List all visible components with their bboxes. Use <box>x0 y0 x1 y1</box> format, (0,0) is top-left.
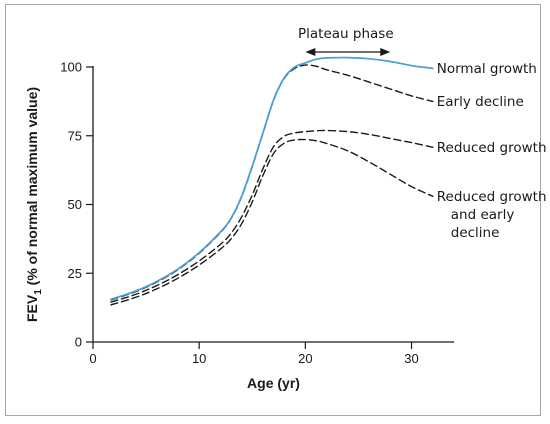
series-label-reduced-growth-and-early-decline: Reduced growth and early decline <box>437 189 547 241</box>
y-ticks: 0 25 50 75 100 <box>60 60 93 350</box>
series-lines <box>110 56 434 306</box>
y-tick-label: 0 <box>75 335 82 350</box>
chart-frame <box>5 4 541 416</box>
series-label-line: Reduced growth <box>437 189 547 205</box>
series-label-normal-growth: Normal growth <box>437 61 537 77</box>
series-line-reduced-growth <box>110 129 434 303</box>
y-tick-label: 100 <box>60 60 82 75</box>
series-line-reduced-growth-and-early-decline <box>110 138 434 306</box>
x-tick-label: 20 <box>298 351 312 366</box>
plateau-arrow-right-head <box>380 48 391 56</box>
series-line-early-decline <box>110 64 434 301</box>
x-tick-label: 0 <box>89 351 96 366</box>
y-tick-label: 50 <box>68 197 82 212</box>
series-label-line: and early <box>451 207 515 223</box>
y-axis-title: FEV1 (% of normal maximum value) <box>24 87 44 322</box>
series-labels: Normal growth Early decline Reduced growth… <box>437 61 547 241</box>
series-line-normal-growth <box>110 56 434 301</box>
plateau-arrow-left-head <box>305 48 316 56</box>
series-label-early-decline: Early decline <box>437 94 524 110</box>
series-label-line: decline <box>451 225 500 241</box>
y-axis-title-subscript: 1 <box>33 289 44 295</box>
plateau-annotation: Plateau phase <box>298 26 394 56</box>
x-axis-title: Age (yr) <box>247 375 300 391</box>
y-tick-label: 75 <box>68 128 82 143</box>
y-axis-title-rest: (% of normal maximum value) <box>24 87 40 289</box>
axes <box>92 66 454 343</box>
x-ticks: 0 10 20 30 <box>89 342 419 366</box>
x-tick-label: 10 <box>192 351 206 366</box>
y-axis-title-main: FEV <box>24 294 40 322</box>
series-label-reduced-growth: Reduced growth <box>437 140 547 156</box>
plateau-phase-label: Plateau phase <box>298 26 394 42</box>
x-tick-label: 30 <box>404 351 418 366</box>
y-tick-label: 25 <box>68 266 82 281</box>
